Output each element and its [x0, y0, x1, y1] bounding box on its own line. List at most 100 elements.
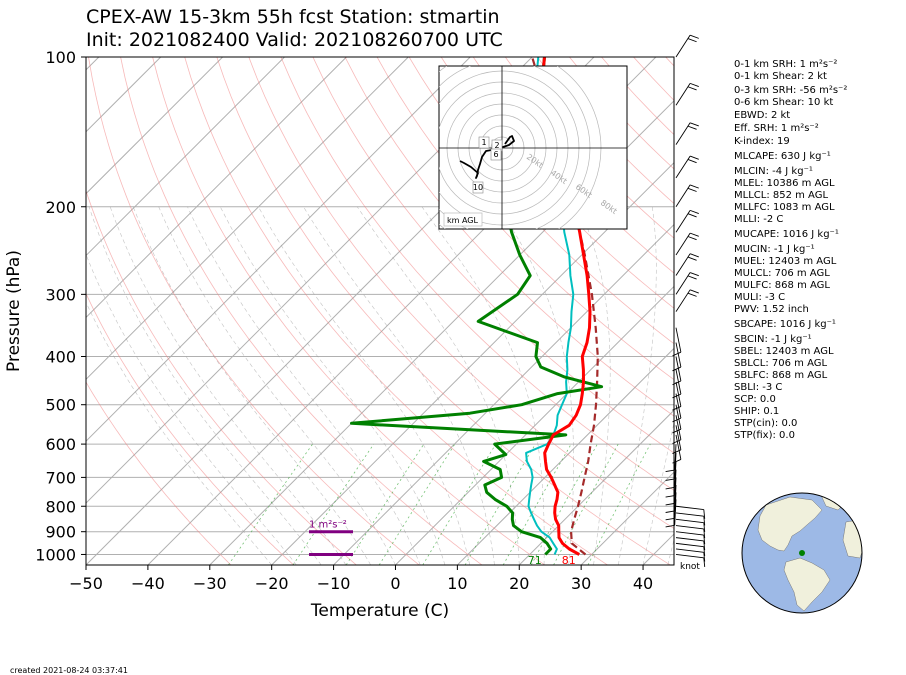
x-tick-label: −30 [193, 574, 227, 593]
wind-barb [672, 404, 682, 434]
index-row: 0-3 km SRH: -56 m²s⁻² [734, 85, 847, 96]
x-axis-label: Temperature (C) [310, 601, 449, 621]
chart-title-line2: Init: 2021082400 Valid: 202108260700 UTC [86, 29, 503, 51]
hodograph-height-marker: 1 [478, 136, 490, 149]
y-tick-label: 600 [45, 435, 76, 454]
mixing-ratio-line [228, 443, 313, 565]
wind-barb [675, 289, 699, 312]
wind-barb [672, 327, 682, 357]
dry-adiabat [376, 57, 674, 381]
x-tick-label: 10 [447, 574, 467, 593]
wind-barb [672, 393, 682, 423]
isotherm-line [86, 57, 162, 133]
isotherm-line [395, 285, 674, 565]
index-row: MLCAPE: 630 J kg⁻¹ [734, 151, 831, 162]
dry-adiabat [88, 57, 420, 565]
surface-temperature-label: 81 [562, 554, 576, 567]
index-row: 0-1 km Shear: 2 kt [734, 71, 827, 82]
dry-adiabat [440, 57, 674, 309]
x-tick-label: 30 [571, 574, 591, 593]
hodograph-label: km AGL [447, 216, 479, 225]
index-row: STP(cin): 0.0 [734, 418, 797, 429]
dry-adiabat [408, 57, 674, 345]
plot-frame [85, 56, 675, 566]
moist-adiabat [642, 421, 674, 565]
index-row: SHIP: 0.1 [734, 406, 779, 417]
wind-barb [675, 272, 699, 295]
isotherm-line [86, 57, 347, 319]
wind-barb [675, 554, 706, 568]
index-row: MULI: -3 C [734, 292, 785, 303]
mixing-ratio-line [553, 443, 619, 565]
isotherm-line [86, 57, 285, 257]
moist-adiabat [109, 206, 347, 565]
globe-north-america [757, 496, 823, 552]
svg-text:10: 10 [473, 183, 483, 192]
wind-units-label: knot [680, 562, 700, 572]
isotherm-line [271, 161, 674, 565]
created-timestamp: created 2021-08-24 03:37:41 [10, 666, 128, 675]
dry-adiabat [344, 57, 674, 417]
moist-adiabat [220, 206, 446, 565]
index-row: MLLCL: 852 m AGL [734, 190, 828, 201]
index-row: EBWD: 2 kt [734, 110, 790, 121]
moist-adiabat [86, 253, 297, 565]
moist-adiabat [258, 206, 470, 565]
wind-barb [672, 342, 682, 372]
wind-barb [675, 531, 706, 545]
dry-adiabat [120, 57, 483, 565]
index-row: SBEL: 12403 m AGL [734, 346, 834, 357]
wind-barb [672, 425, 682, 454]
moist-adiabat [187, 206, 421, 565]
wind-barb [675, 253, 699, 276]
profiles [350, 57, 604, 556]
axes: −50 −40 −30 −20 −10 0 10 20 30 40 100 200 300 400 500 6… [35, 48, 653, 593]
wind-barb [672, 415, 682, 444]
chart-title-line1: CPEX-AW 15-3km 55h fcst Station: stmarti… [86, 6, 500, 28]
index-row: MLCIN: -4 J kg⁻¹ [734, 166, 813, 177]
moist-adiabat [578, 206, 611, 565]
wind-barb [675, 537, 706, 551]
temperature-profile-line [541, 57, 592, 556]
mixing-ratio-line [464, 443, 536, 565]
x-tick-label: 20 [509, 574, 529, 593]
y-tick-label: 700 [45, 468, 76, 487]
y-tick-label: 900 [45, 523, 76, 542]
hodograph-trace [459, 135, 515, 179]
y-tick-label: 100 [45, 48, 76, 67]
wind-barb [675, 548, 706, 562]
wind-barb [675, 155, 699, 179]
isotherm-line [86, 57, 471, 442]
svg-text:6: 6 [493, 150, 498, 159]
mixing-ratio-line [345, 443, 425, 565]
dry-adiabat [184, 57, 608, 565]
hodograph-height-marker: 6 [490, 148, 502, 161]
y-tick-label: 1000 [35, 545, 76, 564]
x-tick-label: 40 [633, 574, 653, 593]
index-row: STP(fix): 0.0 [734, 430, 795, 441]
index-row: MULCL: 706 m AGL [734, 268, 830, 279]
indices-panel: 0-1 km SRH: 1 m²s⁻²0-1 km Shear: 2 kt 0-3… [734, 59, 847, 441]
index-row: SBLI: -3 C [734, 382, 782, 393]
moist-adiabat [618, 206, 657, 565]
moist-adiabat [132, 206, 371, 565]
wind-barb [675, 512, 706, 526]
dry-adiabat [152, 57, 545, 565]
index-row: SBCIN: -1 J kg⁻¹ [734, 334, 812, 345]
x-tick-label: −50 [69, 574, 103, 593]
x-tick-label: −10 [317, 574, 351, 593]
y-tick-label: 400 [45, 348, 76, 367]
storm-helicity-layer: 1 m²s⁻² [309, 520, 353, 556]
wind-barb [675, 542, 706, 556]
index-row: MUCAPE: 1016 J kg⁻¹ [734, 229, 839, 240]
dry-adiabat [280, 57, 674, 491]
index-row: MUEL: 12403 m AGL [734, 256, 837, 267]
wind-barb [675, 184, 699, 207]
dry-adiabat [472, 57, 674, 274]
svg-text:1: 1 [481, 138, 486, 147]
svg-text:2: 2 [494, 141, 499, 150]
index-row: SBLFC: 868 m AGL [734, 370, 828, 381]
wind-barb [672, 356, 682, 386]
wind-barb [675, 209, 699, 233]
